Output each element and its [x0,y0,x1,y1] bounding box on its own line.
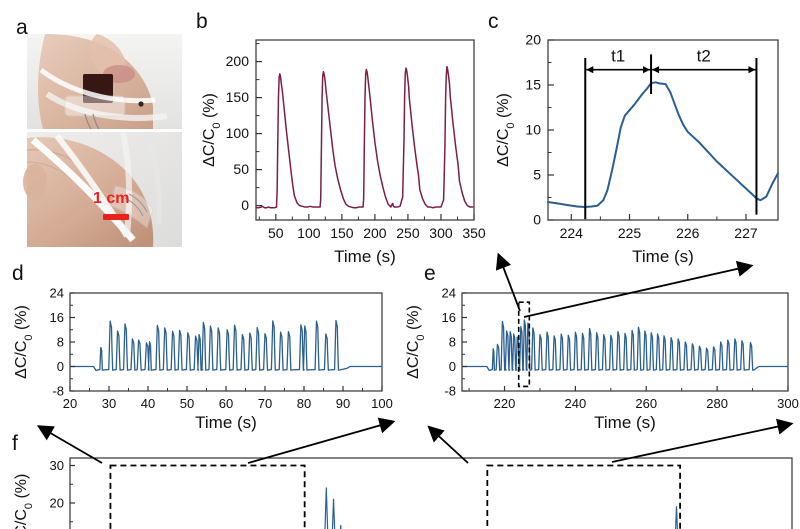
panel-e-ytick-label: 8 [449,335,456,350]
panel-c-t1-arrow [586,66,651,74]
panel-f-ytick-label: 30 [50,458,64,473]
panel-a-photo-top [27,34,182,130]
panel-c-plot: t1 t2 0 5 10 15 20 224 225 226 227 Time (s) ΔC/C0 (%… [495,32,779,266]
panel-c-ytick-label: 15 [525,77,541,93]
panel-e-trace [461,319,789,372]
panel-d-xtick-label: 20 [63,396,77,411]
panel-b-ylabel: ΔC/C0 (%) [201,93,223,167]
panel-f-dashed-box-2 [486,464,681,529]
panel-c-ylabel: ΔC/C0 (%) [495,93,517,167]
panel-f-ylabel: ΔC/C0 (%) [13,474,35,529]
panel-c-xtick-label: 227 [734,225,758,241]
panel-c-ytick-label: 20 [525,32,541,48]
panel-b-xtick-label: 300 [429,225,453,241]
panel-f-ytick-label: 20 [50,496,64,511]
panel-d-xtick-label: 50 [180,396,194,411]
panel-c-t2-arrow [652,66,756,74]
panel-b-ytick-label: 150 [226,89,250,105]
panel-d-trace [69,319,383,372]
panel-b-xtick-label: 50 [268,225,284,241]
panel-d-xtick-label: 30 [102,396,116,411]
panel-c-frame [547,39,779,221]
svg-text:ΔC/C0 (%): ΔC/C0 (%) [201,93,223,167]
svg-text:ΔC/C0 (%): ΔC/C0 (%) [405,305,427,379]
panel-label-f: f [12,432,18,455]
panel-b-trace [255,65,474,209]
panel-e-chart: -8 0 8 16 24 220 240 260 280 300 Time (s) ΔC/C0 (%) [400,283,800,433]
panel-d-ytick-label: 8 [57,335,64,350]
panel-a-photo-bottom: 1 cm [23,131,182,247]
panel-e-xtick-label: 280 [706,396,728,411]
panel-d-ytick-label: 0 [57,359,64,374]
scale-bar-rect [103,214,129,220]
panel-d-xtick-label: 100 [371,396,393,411]
panel-d-xtick-label: 60 [219,396,233,411]
svg-text:ΔC/C0 (%): ΔC/C0 (%) [495,93,517,167]
panel-d-ylabel: ΔC/C0 (%) [13,305,35,379]
panel-d-xtick-label: 90 [336,396,350,411]
panel-e-xlabel: Time (s) [594,413,656,432]
panel-f-trace [324,487,678,529]
panel-b-ytick-label: 0 [241,197,249,213]
panel-b-plot: 0 50 100 150 200 50 100 150 200 250 300 350 Time (s)… [201,39,486,266]
panel-e-xtick-label: 220 [494,396,516,411]
panel-f-frame [69,457,793,529]
panel-d-ytick-label: 16 [50,310,64,325]
panel-d-ytick-label: -8 [52,384,64,399]
panel-d-xlabel: Time (s) [195,413,257,432]
panel-d-plot: -8 0 8 16 24 20 30 40 50 60 70 80 90 100 Time (s) ΔC/C0… [13,286,393,433]
panel-label-d: d [12,262,24,285]
panel-c-ytick-label: 0 [533,212,541,228]
panel-e-ylabel: ΔC/C0 (%) [405,305,427,379]
panel-label-c: c [488,10,499,33]
panel-b-xtick-label: 200 [363,225,387,241]
panel-b-xtick-label: 350 [462,225,486,241]
panel-b-xtick-label: 250 [396,225,420,241]
panel-e-xtick-label: 240 [565,396,587,411]
panel-label-e: e [424,262,436,285]
panel-c-t2-label: t2 [697,47,711,66]
panel-d-xtick-label: 40 [141,396,155,411]
panel-label-a: a [16,16,28,39]
panel-c-xtick-label: 226 [676,225,700,241]
panel-e-ytick-label: 16 [442,310,456,325]
panel-d-xtick-label: 70 [258,396,272,411]
panel-b-frame [255,39,475,221]
panel-c-xtick-label: 224 [560,225,584,241]
panel-c-xtick-label: 225 [618,225,642,241]
panel-e-xtick-label: 260 [635,396,657,411]
panel-b-ytick-label: 100 [226,125,250,141]
scale-bar-label: 1 cm [93,190,130,207]
panel-f-chart: 20 30 ΔC/C0 (%) [8,448,800,529]
panel-c-trace [547,81,779,208]
panel-f-dashed-box-1 [109,464,306,529]
panel-b-xlabel: Time (s) [334,247,396,266]
panel-b-ytick-label: 200 [226,53,250,69]
panel-e-ytick-label: 24 [442,286,456,301]
panel-b-xtick-label: 100 [297,225,321,241]
panel-d-ytick-label: 24 [50,286,64,301]
svg-text:ΔC/C0 (%): ΔC/C0 (%) [13,474,35,529]
panel-c-chart: t1 t2 0 5 10 15 20 224 225 226 227 Time (s) ΔC/C0 (%… [492,26,798,266]
panel-d-xtick-label: 80 [297,396,311,411]
panel-e-ytick-label: -8 [444,384,456,399]
panel-e-zoom-box [517,301,531,388]
panel-b-xtick-label: 150 [330,225,354,241]
panel-b-ytick-label: 50 [233,161,249,177]
panel-c-xlabel: Time (s) [632,247,694,266]
panel-f-plot: 20 30 ΔC/C0 (%) [13,457,793,529]
panel-c-ytick-label: 10 [525,122,541,138]
svg-text:ΔC/C0 (%): ΔC/C0 (%) [13,305,35,379]
panel-e-ytick-label: 0 [449,359,456,374]
panel-label-b: b [196,10,208,33]
panel-c-t1-label: t1 [611,47,625,66]
panel-e-plot: -8 0 8 16 24 220 240 260 280 300 Time (s) ΔC/C0 (%) [405,286,799,433]
panel-c-ytick-label: 5 [533,167,541,183]
panel-d-chart: -8 0 8 16 24 20 30 40 50 60 70 80 90 100 Time (s) ΔC/C0… [8,283,398,433]
panel-b-chart: 0 50 100 150 200 50 100 150 200 250 300 350 Time (s)… [196,26,486,266]
panel-e-xtick-label: 300 [777,396,799,411]
